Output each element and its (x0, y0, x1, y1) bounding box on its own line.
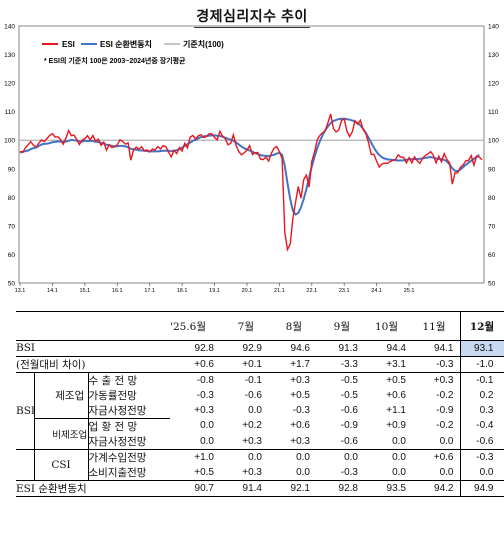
table-row: 자금사정전망 0.0 +0.3 +0.3 -0.6 0.0 0.0 -0.6 (16, 433, 504, 450)
bsi-group-label: BSI (16, 371, 34, 450)
y-tick-label: 60 (8, 252, 16, 259)
table-row: ESI 순환변동치 90.7 91.4 92.1 92.8 93.5 94.2 … (16, 479, 504, 497)
y-tick-label: 130 (4, 52, 15, 59)
row-label: 가동률전망 (87, 387, 170, 403)
table-row: 가동률전망 -0.3 -0.6 +0.5 -0.5 +0.6 -0.2 0.2 (16, 387, 504, 403)
y-tick-label-right: 120 (488, 81, 499, 88)
csi-group-label: CSI (33, 448, 88, 481)
legend-baseline-label: 기준치(100) (183, 39, 224, 49)
row-label: 수 출 전 망 (87, 371, 170, 388)
y-tick-label-right: 70 (488, 223, 496, 230)
x-tick-label: 16.1 (112, 288, 123, 294)
x-tick-label: 22.1 (306, 288, 317, 294)
cycle-series-line (19, 117, 480, 216)
y-tick-label-right: 140 (488, 24, 499, 31)
y-tick-label-right: 110 (488, 109, 499, 116)
esi-chart: 50 60 70 80 90 100 110 120 130 140 50 60 70 80 90 100 1… (4, 24, 499, 295)
x-tick-label: 17.1 (144, 288, 155, 294)
row-label: 자금사정전망 (87, 433, 170, 450)
y-axis-right: 50 60 70 80 90 100 110 120 130 140 (488, 24, 499, 288)
month-col-1: 7월 (220, 311, 268, 341)
header-row: '25.6월 7월 8월 9월 10월 11월 12월 (16, 311, 504, 341)
legend: ESI ESI 순환변동치 기준치(100) * ESI의 기준치 100은 2… (42, 39, 224, 65)
data-table: '25.6월 7월 8월 9월 10월 11월 12월 BSI 92.8 92.… (16, 311, 504, 497)
x-tick-label: 13.1 (15, 288, 26, 294)
row-label: 자금사정전망 (87, 402, 170, 419)
x-tick-label: 14.1 (47, 288, 58, 294)
table-row: 소비지출전망 +0.5 +0.3 0.0 -0.3 0.0 0.0 0.0 (16, 464, 504, 481)
month-col-4: 10월 (364, 311, 412, 341)
y-tick-label-right: 90 (488, 166, 496, 173)
plot-frame (18, 25, 485, 284)
month-col-2: 8월 (268, 311, 316, 341)
table-row: CSI 가계수입전망 +1.0 0.0 0.0 0.0 0.0 +0.6 -0.… (16, 448, 504, 481)
y-tick-label: 70 (8, 223, 16, 230)
y-tick-label: 140 (4, 24, 15, 31)
legend-esi-label: ESI (62, 40, 75, 49)
y-tick-label-right: 100 (488, 138, 499, 145)
chart-note: * ESI의 기준치 100은 2003~2024년중 장기평균 (44, 56, 186, 65)
x-tick-label: 20.1 (242, 288, 253, 294)
y-tick-label: 80 (8, 195, 16, 202)
y-axis-left: 50 60 70 80 90 100 110 120 130 140 (4, 24, 15, 288)
table-row: BSI 92.8 92.9 94.6 91.3 94.4 94.1 93.1 (16, 340, 504, 357)
x-tick-label: 23.1 (339, 288, 350, 294)
y-tick-label-right: 80 (488, 195, 496, 202)
x-tick-label: 18.1 (177, 288, 188, 294)
x-tick-label: 15.1 (79, 288, 90, 294)
table-row: BSI 제조업 수 출 전 망 -0.8 -0.1 +0.3 -0.5 +0.5… (16, 371, 504, 450)
month-col-3: 9월 (316, 311, 364, 341)
y-tick-label: 50 (8, 281, 16, 288)
table-row: 자금사정전망 +0.3 0.0 -0.3 -0.6 +1.1 -0.9 0.3 (16, 402, 504, 419)
x-tick-label: 25.1 (404, 288, 415, 294)
row-label: 가계수입전망 (87, 448, 170, 465)
month-col-0: '25.6월 (170, 311, 220, 341)
row-label: 소비지출전망 (87, 464, 170, 481)
chart-title: 경제심리지수 추이 (194, 6, 310, 28)
x-tick-label: 21.1 (274, 288, 285, 294)
row-label: (전월대비 차이) (16, 355, 170, 373)
row-label: 업 황 전 망 (87, 417, 170, 434)
table-row: (전월대비 차이) +0.6 +0.1 +1.7 -3.3 +3.1 -0.3 … (16, 355, 504, 373)
y-tick-label: 100 (4, 138, 15, 145)
x-axis: 13.1 14.1 15.1 16.1 17.1 18.1 19.1 20.1 21.1 22.1… (15, 283, 415, 294)
y-tick-label-right: 50 (488, 281, 496, 288)
data-table-wrap: '25.6월 7월 8월 9월 10월 11월 12월 BSI 92.8 92.… (16, 311, 504, 552)
table-row: 비제조업 업 황 전 망 0.0 +0.2 +0.6 -0.9 +0.9 -0.… (16, 417, 504, 450)
y-tick-label: 110 (5, 109, 16, 116)
title-wrap: 경제심리지수 추이 (0, 0, 504, 28)
row-label: ESI 순환변동치 (16, 479, 170, 497)
nonmanuf-label: 비제조업 (52, 417, 88, 450)
y-tick-label-right: 60 (488, 252, 496, 259)
month-col-6: 12월 (459, 311, 504, 341)
x-tick-label: 24.1 (371, 288, 382, 294)
row-label: BSI (16, 340, 170, 357)
esi-series-line (19, 113, 483, 252)
y-tick-label: 90 (8, 166, 16, 173)
x-tick-label: 19.1 (209, 288, 220, 294)
manuf-label: 제조업 (52, 371, 88, 419)
y-tick-label: 120 (4, 81, 15, 88)
month-col-5: 11월 (412, 311, 460, 341)
y-tick-label-right: 130 (488, 52, 499, 59)
legend-cycle-label: ESI 순환변동치 (100, 39, 152, 49)
